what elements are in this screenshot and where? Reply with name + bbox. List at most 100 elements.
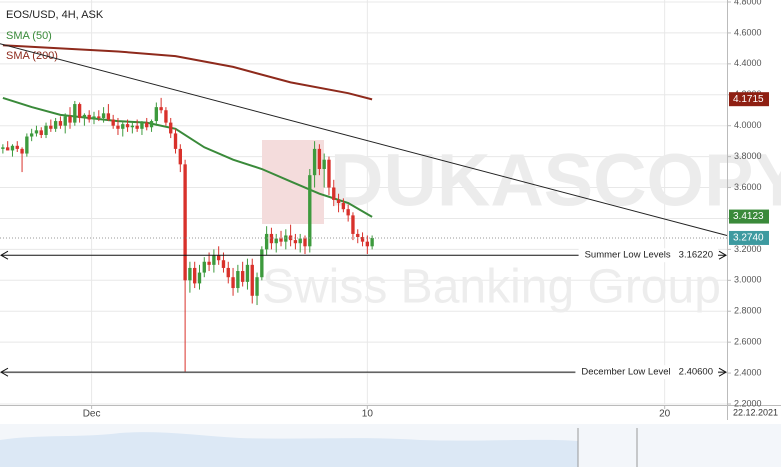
candle-body <box>29 133 34 137</box>
candle-body <box>327 159 331 188</box>
y-tick-label: 3.2000 <box>734 244 762 254</box>
level-label-background <box>575 365 718 380</box>
candle-body <box>197 272 202 284</box>
candle-body <box>216 255 221 261</box>
candle-body <box>231 277 235 289</box>
candle-body <box>49 125 53 129</box>
candle-body <box>77 104 82 118</box>
price-tag-label: 3.4123 <box>733 211 764 222</box>
x-tick-label: 20 <box>659 409 671 420</box>
y-tick-label: 4.8000 <box>734 0 762 6</box>
y-tick-label: 2.8000 <box>734 306 762 316</box>
level-arrow <box>0 367 9 377</box>
price-tag <box>729 209 769 224</box>
candle-body <box>125 124 130 128</box>
y-tick-label: 2.2000 <box>734 398 762 408</box>
candle-body <box>356 233 360 238</box>
candle-body <box>15 145 19 149</box>
y-tick-label: 3.0000 <box>734 275 762 285</box>
candle-body <box>135 125 139 129</box>
price-tag <box>729 92 769 107</box>
legend-entry: SMA (50) <box>6 30 52 42</box>
candle-body <box>10 145 15 151</box>
candle-body <box>164 110 168 123</box>
x-tick-label: Dec <box>83 409 101 420</box>
candle-body <box>351 215 355 234</box>
candle-body <box>53 121 58 129</box>
candle-body <box>312 148 317 176</box>
level-value-label: 2.40600 <box>679 367 713 378</box>
candle-body <box>332 187 336 200</box>
y-tick-label: 4.4000 <box>734 58 762 68</box>
candle-body <box>173 133 178 149</box>
candle-body <box>284 235 288 242</box>
y-tick-label: 2.6000 <box>734 337 762 347</box>
level-label: December Low Level <box>581 367 670 378</box>
candle-body <box>264 233 269 250</box>
candle-body <box>101 113 106 118</box>
candle-body <box>207 261 211 265</box>
watermark: DUKASCOPY Swiss Banking Group <box>262 139 781 314</box>
candle-body <box>269 233 274 244</box>
candle-body <box>212 255 216 265</box>
candle-body <box>58 121 63 126</box>
candle-body <box>336 199 341 204</box>
candle-body <box>322 159 326 169</box>
candle-body <box>288 235 293 241</box>
legend-entry: SMA (200) <box>6 50 58 62</box>
candle-body <box>293 240 298 244</box>
candle-body <box>308 175 312 247</box>
candle-body <box>39 130 43 135</box>
candle-body <box>255 277 259 296</box>
y-tick-label: 3.6000 <box>734 182 762 192</box>
candle-body <box>250 264 254 296</box>
level-value-label: 3.16220 <box>679 250 713 261</box>
candle-body <box>1 147 5 149</box>
candle-body <box>370 237 374 247</box>
level-label: Summer Low Levels <box>585 250 671 261</box>
level-arrow <box>0 250 9 260</box>
candle-body <box>159 107 163 111</box>
y-tick-label: 2.4000 <box>734 367 762 377</box>
candle-body <box>346 209 350 216</box>
candle-body <box>169 122 173 134</box>
candle-body <box>245 264 250 282</box>
candle-body <box>303 238 307 247</box>
candle-body <box>317 148 322 169</box>
candle-body <box>111 119 115 126</box>
x-tick-label: 10 <box>362 409 374 420</box>
navigator <box>0 424 781 467</box>
candle-body <box>279 238 283 242</box>
candle-body <box>202 261 206 273</box>
watermark-title: DUKASCOPY <box>330 139 781 222</box>
price-tag-label: 4.1715 <box>733 94 764 105</box>
candle-body <box>188 267 192 281</box>
candle-body <box>121 124 125 129</box>
grid <box>0 0 727 405</box>
candle-body <box>116 125 120 129</box>
candle-body <box>240 271 245 282</box>
candle-body <box>221 260 226 268</box>
candle-body <box>92 116 96 120</box>
candle-body <box>97 116 101 118</box>
candle-body <box>25 136 29 154</box>
level-label-background <box>578 248 718 263</box>
level-arrow <box>718 367 728 377</box>
candle-body <box>193 267 197 284</box>
candle-body <box>145 122 149 128</box>
candle-body <box>130 125 135 128</box>
candle-body <box>365 241 370 247</box>
candle-body <box>68 116 72 123</box>
candle-body <box>140 122 144 129</box>
candle-body <box>274 238 278 244</box>
navigator-area <box>0 432 578 467</box>
candle-body <box>82 114 87 118</box>
candle-body <box>20 148 24 154</box>
level-arrow <box>718 250 728 260</box>
date-label: 22.12.2021 <box>733 407 778 417</box>
candle-body <box>226 267 230 278</box>
candle-body <box>73 104 77 123</box>
candle-body <box>341 203 346 210</box>
